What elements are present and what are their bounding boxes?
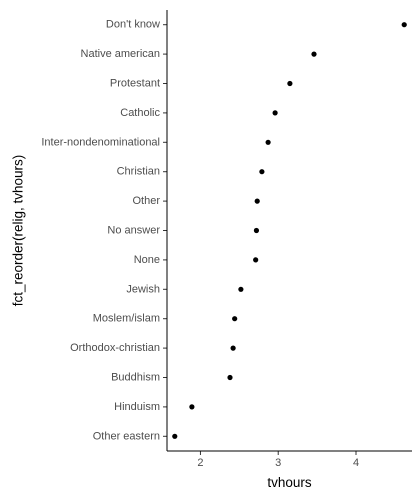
y-tick-label: Catholic (120, 107, 160, 119)
data-point (272, 110, 278, 116)
y-tick-label: Native american (81, 48, 160, 60)
data-point (189, 404, 195, 410)
data-point (230, 345, 236, 351)
data-point (253, 227, 260, 234)
data-point (401, 22, 407, 28)
y-tick-label: No answer (107, 225, 160, 237)
data-point (311, 51, 317, 57)
x-tick-label: 2 (197, 457, 203, 469)
y-tick-label: Protestant (110, 78, 160, 90)
y-tick-label: Hinduism (114, 401, 160, 413)
data-point (265, 139, 271, 145)
y-axis-title: fct_reorder(relig, tvhours) (11, 155, 26, 307)
y-tick-label: Other (132, 195, 160, 207)
y-tick-label: Buddhism (111, 372, 160, 384)
x-tick-label: 3 (275, 457, 281, 469)
x-axis-ticks: 2 3 4 (197, 451, 359, 469)
x-tick-label: 4 (353, 457, 359, 469)
y-tick-label: Christian (117, 166, 160, 178)
data-point (227, 374, 233, 381)
data-point (232, 316, 238, 322)
y-tick-label: Don't know (106, 19, 160, 31)
y-axis-ticks: Other eastern Hinduism Buddhism Orthodox-ch… (41, 19, 167, 442)
data-point (238, 286, 244, 292)
y-tick-label: Other eastern (93, 430, 160, 442)
data-point (254, 198, 260, 204)
data-point (172, 433, 178, 439)
x-axis-title: tvhours (267, 475, 312, 490)
y-tick-label: None (134, 254, 160, 266)
data-point (253, 257, 259, 263)
y-tick-label: Inter-nondenominational (41, 136, 160, 148)
y-tick-label: Orthodox-christian (70, 342, 160, 354)
data-point (259, 169, 265, 175)
data-points (172, 22, 407, 439)
y-tick-label: Jewish (126, 283, 160, 295)
data-point (287, 80, 293, 87)
y-tick-label: Moslem/islam (93, 313, 160, 325)
